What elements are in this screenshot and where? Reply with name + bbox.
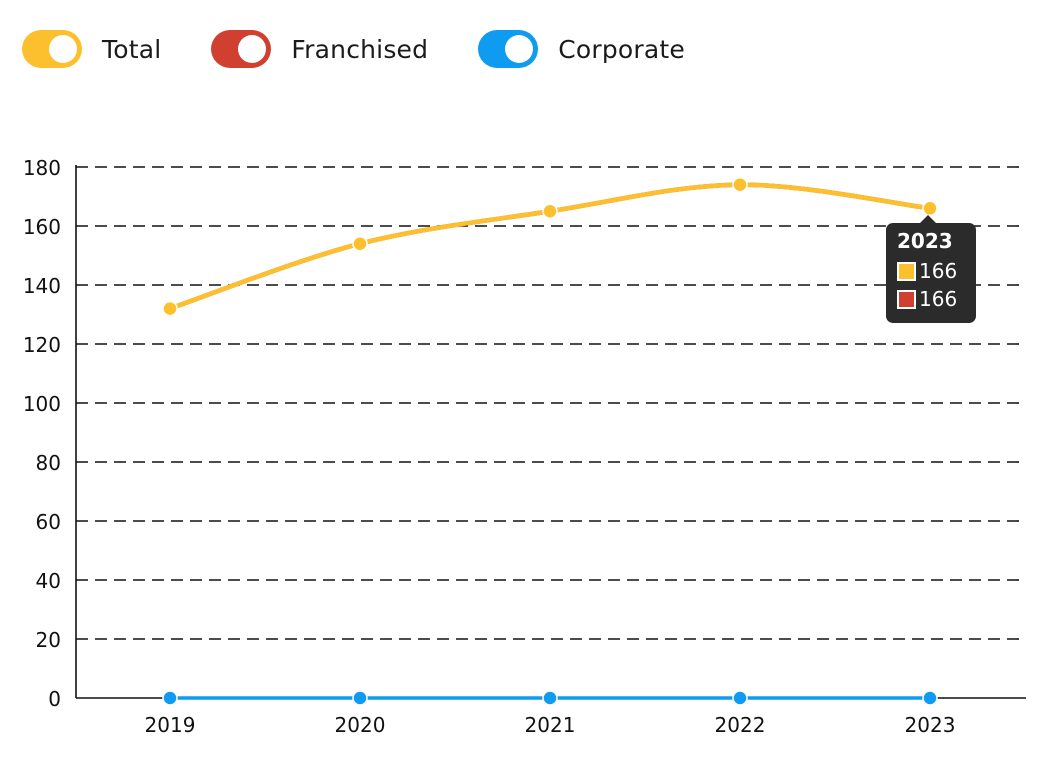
x-tick-label: 2023 (905, 713, 956, 737)
legend-item-corporate[interactable]: Corporate (478, 30, 685, 68)
tooltip-value-total: 166 (919, 259, 958, 283)
data-point-total (922, 200, 938, 217)
tooltip-row-total: 166 (897, 257, 965, 285)
tooltip-value-franchised: 166 (919, 287, 958, 311)
legend-item-franchised[interactable]: Franchised (211, 30, 428, 68)
legend: Total Franchised Corporate (22, 30, 735, 68)
x-tick-label: 2019 (145, 713, 196, 737)
legend-label-total: Total (102, 34, 162, 64)
series-line-franchised (167, 182, 933, 311)
data-point-total (542, 203, 558, 219)
y-tick-label: 0 (48, 687, 61, 711)
y-tick-label: 120 (23, 333, 61, 357)
legend-label-franchised: Franchised (291, 34, 429, 64)
total-toggle[interactable] (22, 30, 82, 68)
x-tick-label: 2020 (335, 713, 386, 737)
y-tick-label: 180 (23, 156, 61, 180)
franchised-toggle[interactable] (211, 30, 272, 68)
y-tick-label: 100 (23, 392, 61, 416)
data-point-corporate (542, 690, 558, 706)
y-tick-label: 20 (36, 628, 61, 652)
tooltip-swatch-total (897, 261, 916, 281)
data-point-corporate (352, 690, 368, 706)
toggle-knob (238, 35, 267, 63)
data-point-total (162, 300, 178, 317)
y-tick-label: 160 (23, 215, 61, 239)
toggle-knob (49, 35, 77, 63)
y-tick-label: 60 (36, 510, 61, 534)
data-point-corporate (732, 690, 748, 706)
data-point-total (352, 235, 368, 252)
y-tick-label: 140 (23, 274, 61, 298)
tooltip-title: 2023 (897, 229, 953, 253)
x-tick-label: 2021 (525, 713, 576, 737)
legend-label-corporate: Corporate (558, 34, 685, 64)
y-tick-label: 80 (36, 451, 61, 475)
y-tick-label: 40 (36, 569, 61, 593)
tooltip-swatch-franchised (897, 289, 916, 309)
data-point-total (732, 176, 748, 193)
series-line-total (167, 182, 933, 311)
x-tick-label: 2022 (715, 713, 766, 737)
data-point-corporate (922, 690, 938, 706)
data-tooltip: 2023 166 166 (886, 215, 976, 323)
legend-item-total[interactable]: Total (22, 30, 161, 68)
tooltip-row-franchised: 166 (897, 285, 965, 313)
corporate-toggle[interactable] (478, 30, 539, 68)
toggle-knob (505, 35, 534, 63)
data-point-corporate (162, 690, 178, 706)
